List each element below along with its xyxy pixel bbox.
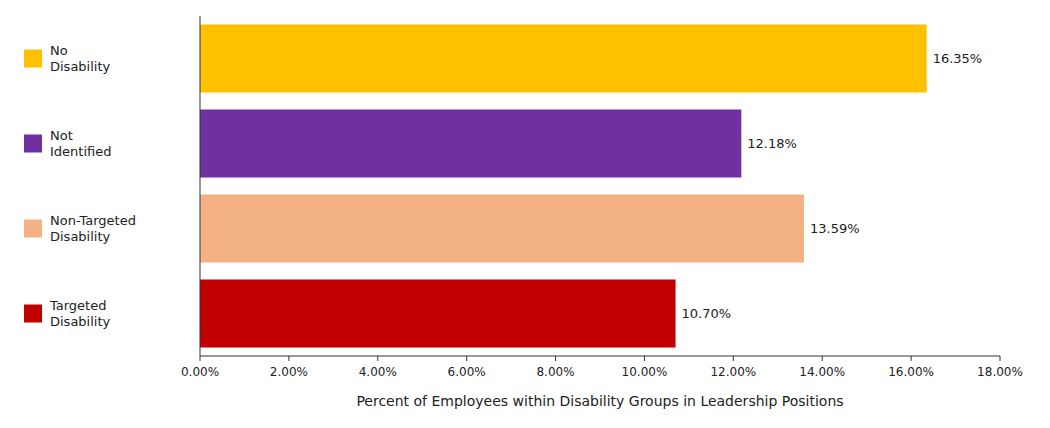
- x-tick-label: 0.00%: [181, 365, 219, 379]
- data-label: 16.35%: [933, 51, 983, 66]
- category-swatch: [24, 50, 42, 68]
- data-labels: 16.35% 12.18% 13.59% 10.70%: [682, 51, 983, 321]
- category-swatch: [24, 220, 42, 238]
- category-swatch: [24, 305, 42, 323]
- bar: [200, 110, 741, 178]
- x-tick-label: 8.00%: [536, 365, 574, 379]
- x-tick: [644, 356, 645, 361]
- y-axis-line: [200, 16, 201, 356]
- x-tick: [555, 356, 556, 361]
- category-swatch: [24, 135, 42, 153]
- data-label: 10.70%: [682, 306, 732, 321]
- x-tick: [466, 356, 467, 361]
- data-label: 13.59%: [810, 221, 860, 236]
- bar: [200, 195, 804, 263]
- chart-svg: 16.35% 12.18% 13.59% 10.70% NoDisability NotI…: [0, 0, 1050, 428]
- x-tick: [822, 356, 823, 361]
- x-tick: [288, 356, 289, 361]
- x-tick-label: 16.00%: [888, 365, 934, 379]
- x-tick: [1000, 356, 1001, 361]
- category-label: NoDisability: [50, 43, 111, 74]
- x-tick-label: 14.00%: [799, 365, 845, 379]
- bars: [200, 25, 927, 348]
- category-label: TargetedDisability: [49, 298, 111, 329]
- x-tick-label: 2.00%: [270, 365, 308, 379]
- x-tick-label: 10.00%: [622, 365, 668, 379]
- data-label: 12.18%: [747, 136, 797, 151]
- axes: 0.00% 2.00% 4.00% 6.00% 8.00% 10.00% 12.00% 14.…: [181, 16, 1023, 379]
- category-label: NotIdentified: [50, 128, 111, 159]
- x-tick-label: 18.00%: [977, 365, 1023, 379]
- x-tick: [911, 356, 912, 361]
- category-labels: NoDisability NotIdentified Non-TargetedDis…: [24, 43, 136, 329]
- category-label: Non-TargetedDisability: [50, 213, 136, 244]
- x-tick: [377, 356, 378, 361]
- x-tick-label: 4.00%: [359, 365, 397, 379]
- x-tick-label: 12.00%: [710, 365, 756, 379]
- bar: [200, 25, 927, 93]
- bar: [200, 280, 676, 348]
- x-axis-line: [200, 356, 1000, 357]
- x-tick: [733, 356, 734, 361]
- x-tick: [200, 356, 201, 361]
- x-tick-label: 6.00%: [448, 365, 486, 379]
- chart-container: 16.35% 12.18% 13.59% 10.70% NoDisability NotI…: [0, 0, 1050, 428]
- x-axis-label: Percent of Employees within Disability G…: [356, 393, 843, 409]
